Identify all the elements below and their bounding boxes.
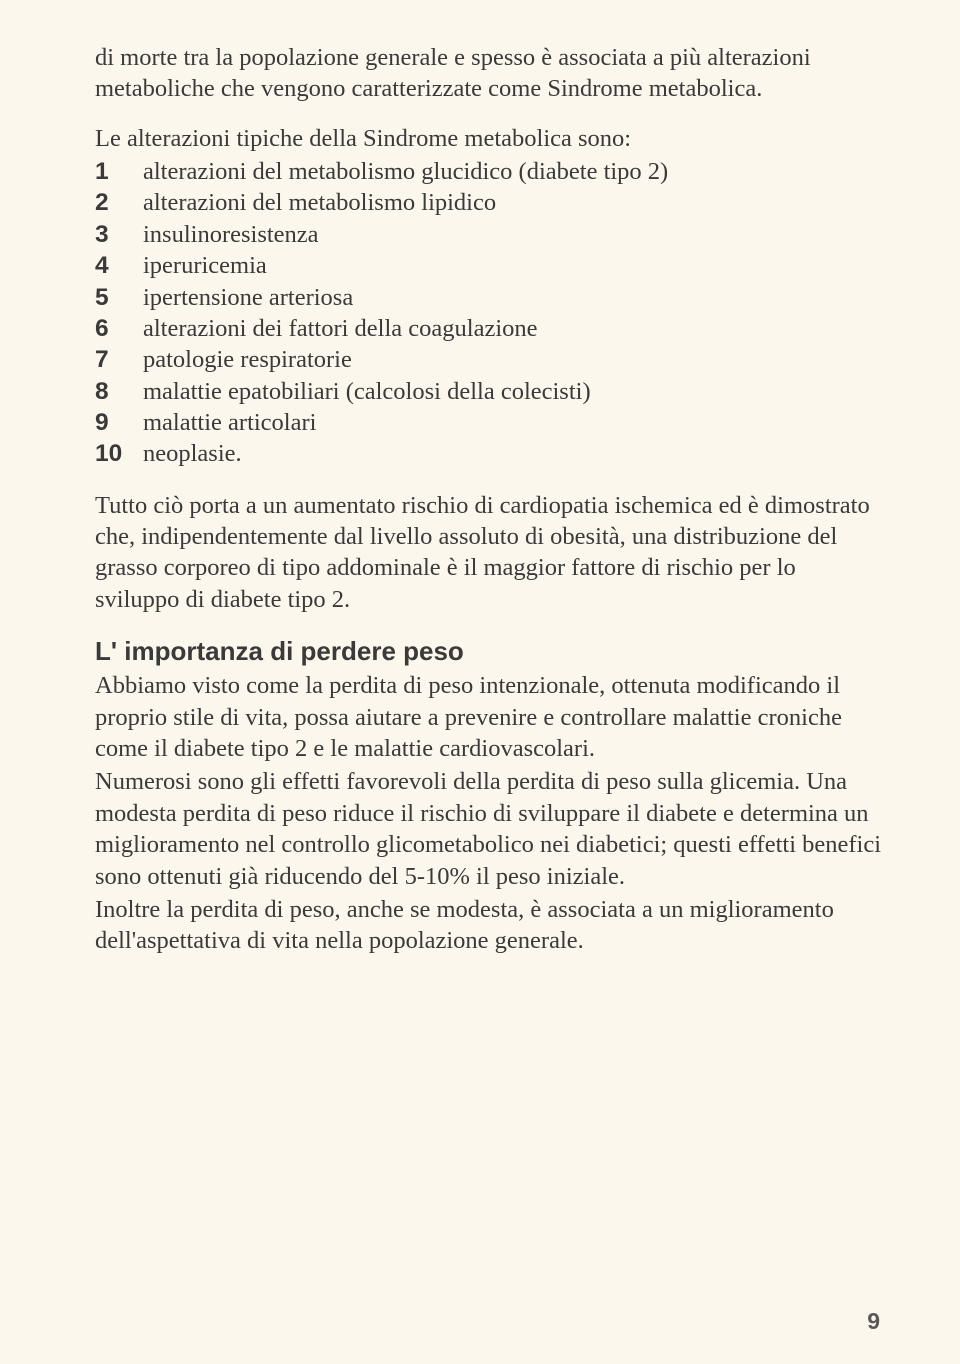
list-text: alterazioni dei fattori della coagulazio… (143, 313, 538, 344)
list-number: 7 (95, 344, 143, 375)
list-item: 9malattie articolari (95, 407, 885, 438)
list-item: 3insulinoresistenza (95, 219, 885, 250)
list-number: 10 (95, 438, 143, 469)
list-text: iperuricemia (143, 250, 267, 281)
list-text: alterazioni del metabolismo glucidico (d… (143, 156, 668, 187)
list-number: 3 (95, 219, 143, 250)
list-text: malattie articolari (143, 407, 316, 438)
page-number: 9 (867, 1307, 880, 1336)
list-number: 9 (95, 407, 143, 438)
list-item: 2alterazioni del metabolismo lipidico (95, 187, 885, 218)
list-number: 4 (95, 250, 143, 281)
intro-paragraph: di morte tra la popolazione generale e s… (95, 42, 885, 105)
list-number: 8 (95, 376, 143, 407)
middle-paragraph: Tutto ciò porta a un aumentato rischio d… (95, 490, 885, 615)
section-paragraph-3: Inoltre la perdita di peso, anche se mod… (95, 894, 885, 957)
list-text: alterazioni del metabolismo lipidico (143, 187, 496, 218)
list-text: malattie epatobiliari (calcolosi della c… (143, 376, 591, 407)
list-text: neoplasie. (143, 438, 242, 469)
list-text: ipertensione arteriosa (143, 282, 353, 313)
list-number: 5 (95, 282, 143, 313)
list-number: 2 (95, 187, 143, 218)
list-intro-text: Le alterazioni tipiche della Sindrome me… (95, 123, 885, 154)
list-item: 5ipertensione arteriosa (95, 282, 885, 313)
section-paragraph-1: Abbiamo visto come la perdita di peso in… (95, 670, 885, 764)
list-item: 4iperuricemia (95, 250, 885, 281)
list-item: 7patologie respiratorie (95, 344, 885, 375)
section-heading: L' importanza di perdere peso (95, 635, 885, 668)
list-item: 1alterazioni del metabolismo glucidico (… (95, 156, 885, 187)
list-item: 8malattie epatobiliari (calcolosi della … (95, 376, 885, 407)
list-text: patologie respiratorie (143, 344, 352, 375)
list-text: insulinoresistenza (143, 219, 319, 250)
section-paragraph-2: Numerosi sono gli effetti favorevoli del… (95, 766, 885, 891)
syndrome-list: 1alterazioni del metabolismo glucidico (… (95, 156, 885, 470)
list-number: 6 (95, 313, 143, 344)
list-item: 10neoplasie. (95, 438, 885, 469)
list-item: 6alterazioni dei fattori della coagulazi… (95, 313, 885, 344)
list-number: 1 (95, 156, 143, 187)
